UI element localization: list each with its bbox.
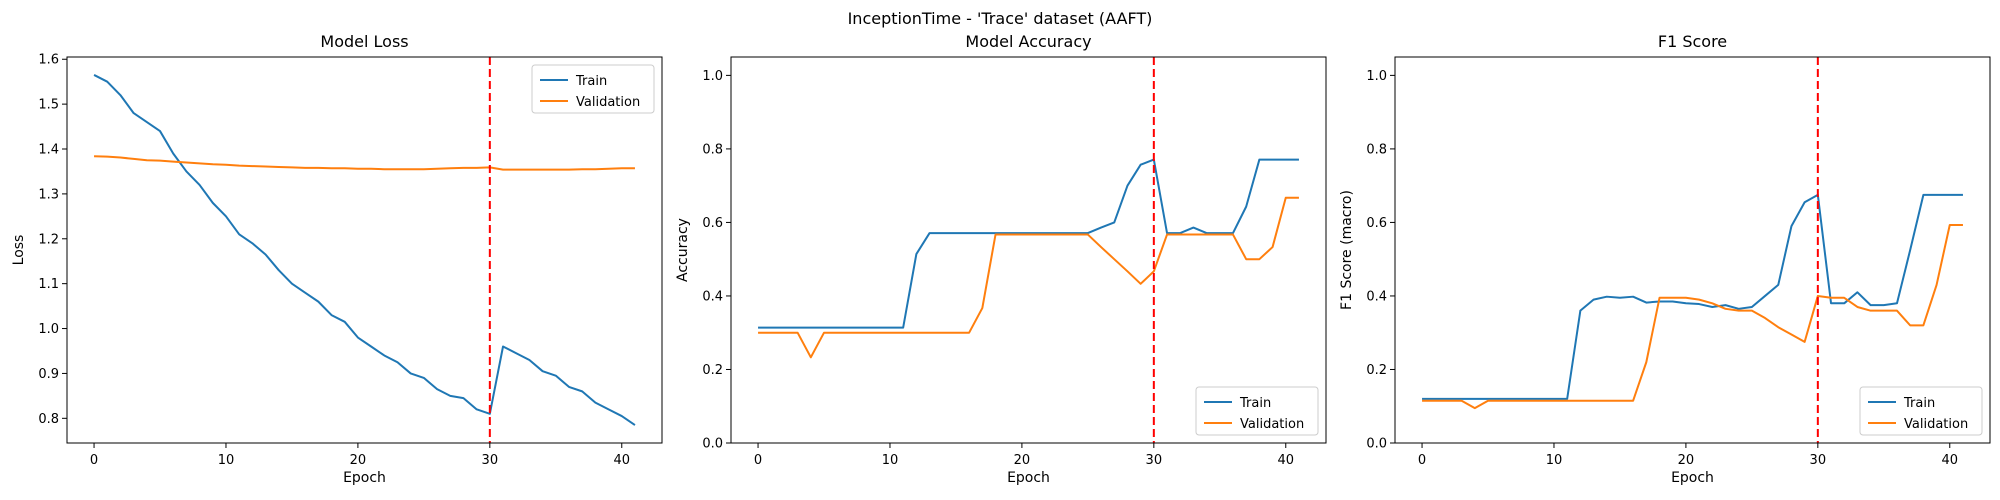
x-tick-label: 20 — [1014, 453, 1031, 468]
series-line-validation — [758, 196, 1299, 359]
series-line-train — [93, 74, 636, 426]
x-tick-label: 0 — [1418, 453, 1426, 468]
x-tick-label: 40 — [613, 453, 630, 468]
plot-frame — [66, 56, 663, 444]
legend: Train Validation — [1195, 386, 1319, 436]
chart-title: Model Accuracy — [965, 32, 1091, 51]
plot-frame — [730, 56, 1327, 444]
legend-label-train: Train — [575, 74, 607, 89]
x-tick-label: 20 — [1678, 453, 1695, 468]
x-tick-label: 30 — [1146, 453, 1163, 468]
y-tick-label: 0.6 — [1366, 216, 1387, 231]
y-tick-label: 1.0 — [38, 322, 59, 337]
y-tick-label: 1.5 — [38, 98, 59, 113]
y-tick-label: 1.0 — [1366, 69, 1387, 84]
y-tick-label: 0.6 — [702, 216, 723, 231]
x-tick-label: 40 — [1941, 453, 1958, 468]
x-tick-label: 30 — [1810, 453, 1827, 468]
x-tick-label: 10 — [882, 453, 899, 468]
x-tick-label: 0 — [754, 453, 762, 468]
y-tick-label: 0.4 — [702, 289, 723, 304]
x-tick-label: 40 — [1277, 453, 1294, 468]
y-tick-label: 0.2 — [1366, 363, 1387, 378]
plot-frame — [1394, 56, 1991, 444]
x-tick-label: 20 — [350, 453, 367, 468]
y-tick-label: 1.0 — [702, 69, 723, 84]
x-tick-label: 30 — [482, 453, 499, 468]
x-axis-label: Epoch — [1671, 470, 1714, 486]
chart-title: F1 Score — [1658, 32, 1727, 51]
y-tick-label: 0.4 — [1366, 289, 1387, 304]
y-tick-label: 1.6 — [38, 53, 59, 68]
y-tick-label: 1.4 — [38, 143, 59, 158]
y-axis-label: Accuracy — [675, 218, 691, 282]
legend-label-validation: Validation — [1904, 417, 1968, 432]
series-line-validation — [1422, 224, 1963, 410]
y-tick-label: 0.0 — [702, 437, 723, 452]
x-tick-label: 10 — [1546, 453, 1563, 468]
chart-panel-3: F1 Score 0 10 20 30 40 0.0 0.2 0.4 0.6 0.8 1.0 Epoch… — [1339, 32, 1991, 486]
y-axis-label: Loss — [11, 235, 27, 266]
y-axis-label: F1 Score (macro) — [1339, 190, 1355, 310]
y-tick-label: 1.3 — [38, 187, 59, 202]
legend-label-train: Train — [1239, 396, 1271, 411]
series-line-train — [758, 158, 1299, 329]
y-tick-label: 0.8 — [702, 142, 723, 157]
series-line-validation — [94, 155, 635, 171]
legend: Train Validation — [1859, 386, 1983, 436]
y-tick-label: 1.2 — [38, 232, 59, 247]
series-line-train — [1422, 193, 1963, 400]
legend-label-train: Train — [1903, 396, 1935, 411]
legend-label-validation: Validation — [1240, 417, 1304, 432]
y-tick-label: 0.0 — [1366, 437, 1387, 452]
y-tick-label: 0.2 — [702, 363, 723, 378]
y-tick-label: 0.8 — [1366, 142, 1387, 157]
y-tick-label: 1.1 — [38, 277, 59, 292]
chart-title: Model Loss — [320, 32, 408, 51]
chart-panel-2: Model Accuracy 0 10 20 30 40 0.0 0.2 0.4 0.6 0.8 1.… — [675, 32, 1327, 486]
y-tick-label: 0.8 — [38, 412, 59, 427]
legend-label-validation: Validation — [576, 95, 640, 110]
figure-suptitle: InceptionTime - 'Trace' dataset (AAFT) — [848, 9, 1153, 28]
x-tick-label: 0 — [90, 453, 98, 468]
x-axis-label: Epoch — [343, 470, 386, 486]
x-axis-label: Epoch — [1007, 470, 1050, 486]
legend: Train Validation — [531, 64, 655, 114]
chart-panel-1: Model Loss 0 10 20 30 40 0.8 0.9 1.0 1.1 1.2 1.3 1.4… — [11, 32, 663, 486]
x-tick-label: 10 — [218, 453, 235, 468]
y-tick-label: 0.9 — [38, 367, 59, 382]
